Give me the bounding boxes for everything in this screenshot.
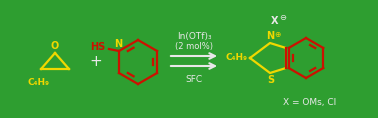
Text: O: O [51, 41, 59, 51]
Text: (2 mol%): (2 mol%) [175, 42, 213, 51]
Text: ⊖: ⊖ [279, 13, 287, 21]
Text: HS: HS [90, 42, 105, 52]
Text: X = OMs, Cl: X = OMs, Cl [284, 97, 337, 107]
Text: C₄H₉: C₄H₉ [226, 53, 248, 63]
Text: X: X [271, 16, 279, 26]
Text: In(OTf)₃: In(OTf)₃ [177, 32, 211, 40]
Text: ⊕: ⊕ [274, 30, 280, 39]
Text: +: + [90, 55, 102, 70]
Text: S: S [268, 75, 274, 85]
Text: N: N [114, 39, 122, 49]
Text: N: N [266, 31, 274, 41]
Text: SFC: SFC [186, 76, 203, 84]
Text: C₄H₉: C₄H₉ [28, 78, 50, 87]
